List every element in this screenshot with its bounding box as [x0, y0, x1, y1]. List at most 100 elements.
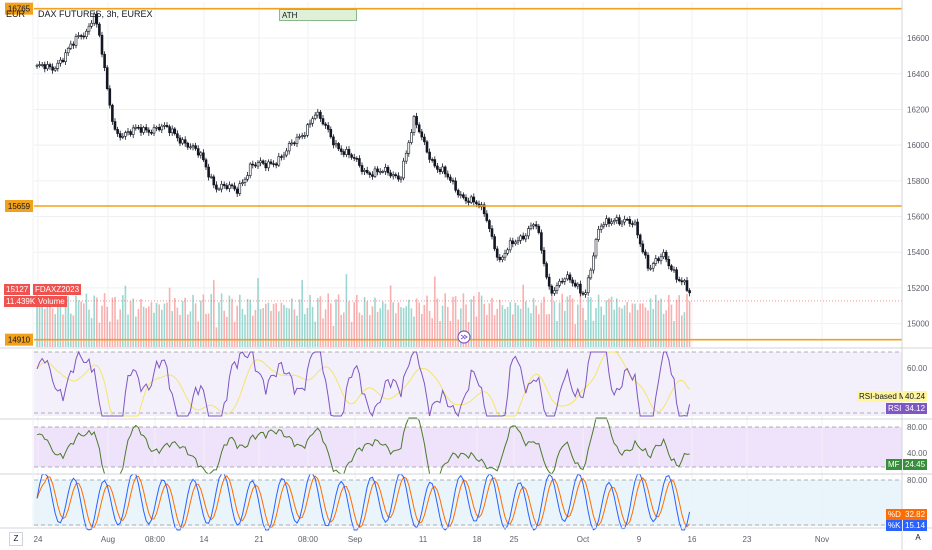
candle-body [246, 175, 249, 180]
candle-body [657, 258, 660, 262]
candle-body [391, 174, 395, 177]
volume-bar [551, 295, 553, 347]
time-axis-label: 18 [473, 535, 482, 544]
volume-bar [353, 302, 355, 347]
time-axis-label: 08:00 [145, 535, 166, 544]
volume-bar [369, 315, 371, 347]
candle-body [269, 161, 273, 164]
rsi-value: 34.12 [903, 403, 928, 414]
candle-body [467, 200, 470, 203]
candle-body [547, 276, 551, 287]
volume-bar [363, 296, 366, 347]
candle-body [199, 152, 203, 156]
candle-body [430, 159, 434, 161]
volume-bar [304, 314, 306, 347]
candle-body [394, 174, 398, 177]
candle-body [407, 142, 411, 154]
volume-bar [148, 306, 150, 347]
candle-body [542, 249, 546, 264]
candle-body [677, 279, 681, 282]
candle-body [137, 126, 140, 129]
volume-bar [499, 299, 501, 347]
candle-body [142, 127, 145, 133]
candle-body [490, 228, 494, 237]
candle-body [59, 59, 62, 64]
volume-bar [626, 302, 628, 347]
candle-body [222, 183, 226, 186]
volume-bar [483, 303, 485, 347]
volume-bar [348, 301, 350, 347]
candle-body [212, 176, 216, 186]
log-scale-toggle[interactable]: Z [9, 532, 23, 546]
candle-body [105, 67, 109, 89]
volume-bar [135, 316, 137, 347]
volume-bar [444, 293, 446, 347]
candle-body [85, 30, 88, 38]
candle-body [256, 162, 260, 167]
candle-body [446, 173, 450, 178]
candle-body [524, 235, 528, 240]
candle-body [646, 254, 650, 269]
volume-bar [197, 321, 199, 347]
volume-bar [85, 293, 88, 347]
volume-bar [525, 301, 527, 347]
candle-body [225, 185, 229, 189]
candle-body [118, 133, 122, 138]
volume-bar [101, 305, 103, 347]
volume-bar [317, 298, 319, 347]
candle-body [516, 240, 520, 243]
volume-bar [90, 317, 93, 347]
candle-body [108, 88, 112, 106]
candle-body [381, 171, 385, 173]
volume-bar [285, 307, 288, 347]
candle-body [464, 197, 468, 202]
candle-body [131, 127, 135, 135]
volume-bar [111, 297, 114, 347]
candle-body [683, 280, 686, 283]
time-axis-label: 08:00 [298, 535, 319, 544]
candle-body [209, 176, 213, 179]
volume-bar [207, 313, 210, 347]
volume-bar [356, 294, 358, 347]
candle-body [173, 128, 177, 134]
volume-bar [662, 313, 665, 347]
volume-bar [59, 304, 62, 347]
volume-bar [636, 309, 639, 347]
volume-bar [49, 300, 51, 347]
candle-body [371, 174, 374, 177]
volume-bar [675, 299, 678, 347]
candle-body [95, 13, 99, 25]
volume-bar [431, 318, 433, 347]
candle-body [475, 201, 478, 205]
volume-bar [176, 307, 179, 347]
volume-bar [605, 300, 608, 347]
mfi-line [36, 417, 690, 475]
mfi-label: MF [886, 459, 902, 470]
candle-body [51, 66, 54, 71]
candle-body [163, 125, 166, 127]
candle-body [352, 157, 356, 159]
chart-title: DAX FUTURES, 3h, EUREX [38, 9, 153, 19]
volume-bar [132, 298, 134, 347]
candle-body [410, 132, 413, 143]
volume-bar [582, 308, 584, 347]
volume-bar [592, 320, 595, 347]
candle-body [150, 132, 153, 134]
auto-scale-toggle[interactable]: A [915, 533, 921, 542]
volume-bar [187, 314, 189, 347]
ath-box[interactable]: ATH [279, 9, 357, 21]
candle-body [495, 248, 499, 258]
stoch-tick-label: 80.00 [907, 476, 928, 485]
candle-body [121, 135, 125, 138]
volume-bar [540, 302, 543, 347]
candle-body [126, 131, 130, 133]
volume-bar [106, 306, 108, 347]
candle-body [537, 225, 541, 233]
volume-bar [259, 309, 262, 347]
candle-body [277, 156, 281, 166]
candle-body [443, 166, 447, 175]
candle-body [532, 224, 535, 227]
volume-bar [634, 303, 636, 347]
candle-body [274, 163, 278, 166]
